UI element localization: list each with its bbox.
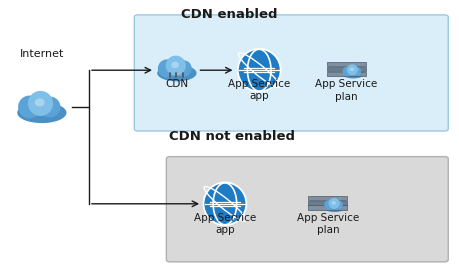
Ellipse shape [327, 200, 342, 209]
FancyBboxPatch shape [308, 196, 347, 200]
Ellipse shape [171, 62, 179, 68]
Ellipse shape [331, 201, 336, 205]
Ellipse shape [24, 97, 60, 116]
Ellipse shape [28, 91, 53, 116]
Ellipse shape [238, 49, 280, 92]
Ellipse shape [158, 59, 176, 78]
Text: App Service
app: App Service app [194, 213, 256, 235]
Ellipse shape [203, 182, 246, 225]
Ellipse shape [358, 64, 359, 65]
Text: App Service
app: App Service app [228, 79, 291, 101]
FancyBboxPatch shape [327, 72, 366, 76]
FancyBboxPatch shape [166, 157, 448, 262]
Ellipse shape [342, 66, 353, 76]
Ellipse shape [347, 64, 358, 75]
FancyBboxPatch shape [308, 201, 347, 205]
Ellipse shape [324, 200, 334, 210]
Ellipse shape [175, 60, 192, 77]
Text: CDN enabled: CDN enabled [181, 7, 278, 21]
Text: CDN not enabled: CDN not enabled [169, 130, 295, 143]
FancyBboxPatch shape [327, 62, 366, 67]
Ellipse shape [329, 198, 340, 209]
Text: Internet: Internet [20, 49, 64, 59]
FancyBboxPatch shape [134, 15, 448, 131]
Ellipse shape [334, 200, 343, 210]
Ellipse shape [345, 67, 361, 75]
Ellipse shape [342, 69, 364, 78]
Ellipse shape [17, 102, 67, 123]
Ellipse shape [352, 67, 361, 76]
Ellipse shape [18, 96, 41, 118]
FancyBboxPatch shape [308, 206, 347, 210]
Ellipse shape [157, 65, 196, 81]
Ellipse shape [166, 56, 186, 76]
Text: CDN: CDN [165, 79, 189, 89]
Ellipse shape [39, 97, 61, 117]
Ellipse shape [350, 68, 354, 71]
Text: App Service
plan: App Service plan [315, 79, 377, 102]
Ellipse shape [358, 73, 359, 75]
Ellipse shape [35, 98, 45, 107]
Ellipse shape [340, 207, 341, 209]
FancyBboxPatch shape [327, 67, 366, 71]
Ellipse shape [324, 203, 346, 212]
Ellipse shape [358, 68, 359, 70]
Ellipse shape [340, 197, 341, 199]
Text: App Service
plan: App Service plan [297, 213, 359, 235]
Ellipse shape [162, 60, 191, 76]
Ellipse shape [340, 202, 341, 204]
